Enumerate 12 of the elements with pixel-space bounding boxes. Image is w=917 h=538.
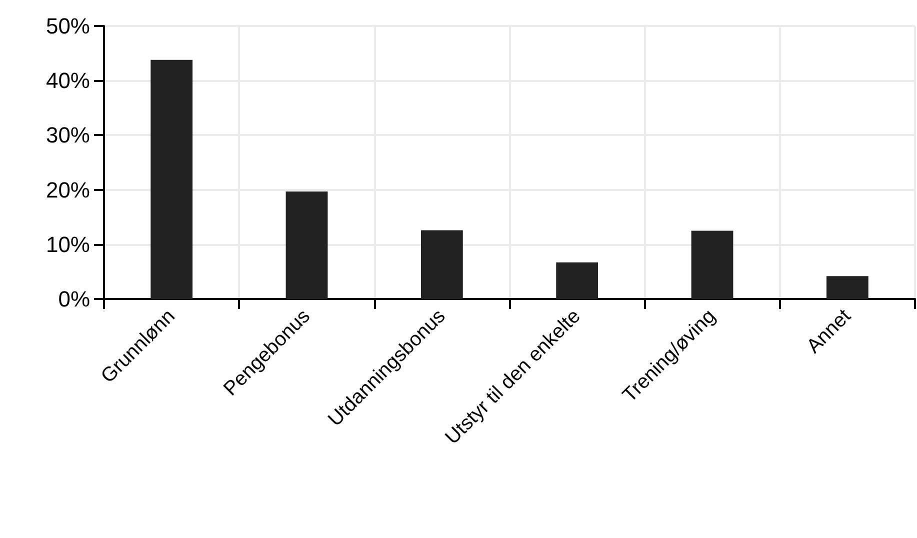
y-tick-label: 10% [46,232,90,257]
y-tick-label: 40% [46,68,90,94]
bar [286,191,328,299]
y-tick-label: 20% [46,177,90,202]
bar [420,230,463,299]
bar [826,276,868,299]
bar [691,230,734,299]
bar [150,60,193,299]
bar [556,262,598,299]
y-tick-label: 50% [46,14,90,38]
y-tick-label: 30% [46,122,90,148]
y-tick-label: 0% [58,286,90,312]
